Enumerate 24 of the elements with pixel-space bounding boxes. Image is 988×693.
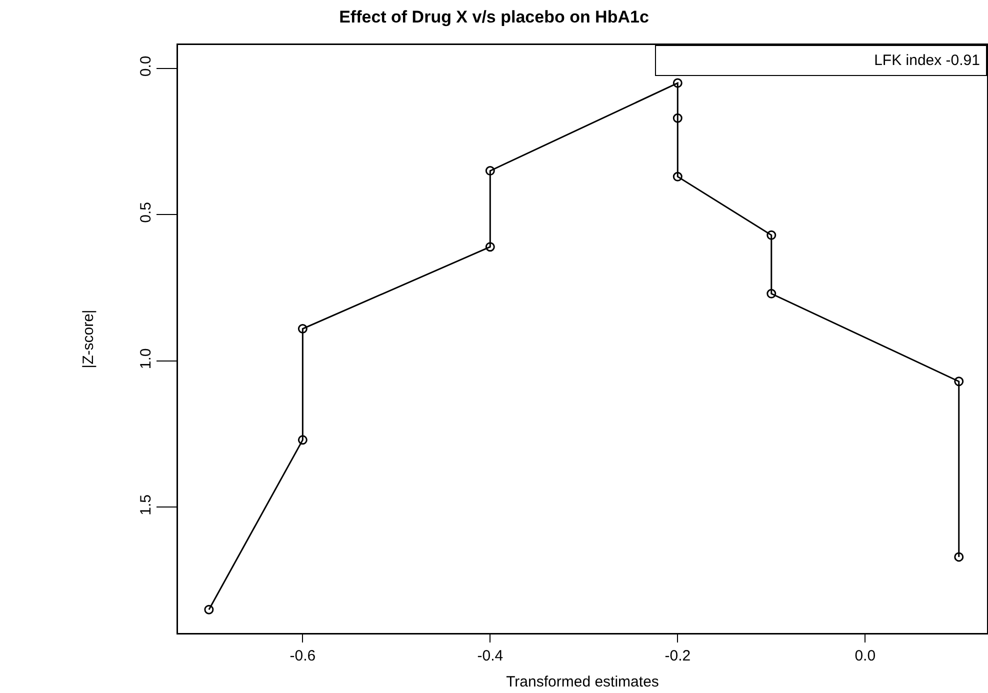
y-tick-label: 1.0 — [138, 348, 154, 370]
point — [485, 242, 495, 252]
y-tick-label: 1.5 — [138, 494, 154, 516]
point — [298, 435, 308, 445]
point — [298, 324, 308, 334]
x-axis-title: Transformed estimates — [506, 673, 659, 690]
point — [954, 552, 964, 562]
point — [954, 376, 964, 386]
point — [672, 113, 682, 123]
y-tick-label: 0.5 — [138, 202, 154, 223]
point — [766, 288, 776, 298]
point — [672, 78, 682, 88]
y-tick-label: 0.0 — [138, 56, 154, 77]
point — [766, 230, 776, 240]
point — [485, 166, 495, 176]
annotation: LFK index -0.91 — [874, 52, 980, 69]
point — [204, 604, 214, 614]
chart-title: Effect of Drug X v/s placebo on HbA1c — [339, 7, 649, 26]
point — [672, 172, 682, 182]
x-tick-label: -0.4 — [477, 648, 504, 664]
x-tick-label: -0.2 — [664, 648, 691, 664]
x-tick-label: 0.0 — [854, 648, 876, 664]
y-axis-title: |Z-score| — [80, 310, 97, 368]
x-tick-label: -0.6 — [290, 648, 316, 664]
